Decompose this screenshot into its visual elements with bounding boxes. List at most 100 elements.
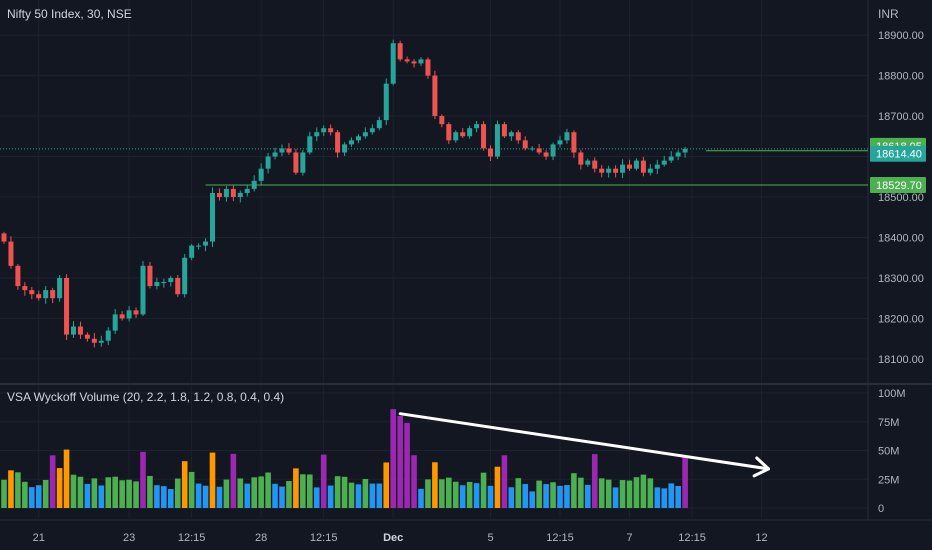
candle-body xyxy=(432,75,438,117)
candle xyxy=(216,188,222,201)
candle xyxy=(342,142,348,157)
candle xyxy=(307,131,313,155)
volume-bar xyxy=(258,476,264,508)
volume-bar xyxy=(480,472,487,508)
candle-body xyxy=(543,152,549,157)
price-tick-label: 18300.00 xyxy=(878,273,924,285)
price-label-box xyxy=(870,145,926,162)
candle xyxy=(668,151,674,163)
candle xyxy=(411,59,417,68)
volume-bar xyxy=(35,485,42,508)
volume-bar xyxy=(466,481,473,508)
candle-body xyxy=(71,326,76,335)
volume-bar xyxy=(91,478,98,508)
time-tick-label: 12:15 xyxy=(546,532,574,544)
indicator-title[interactable]: VSA Wyckoff Volume (20, 2.2, 1.8, 1.2, 0… xyxy=(7,390,285,404)
candle xyxy=(647,164,653,176)
candle xyxy=(675,150,681,161)
volume-bar xyxy=(446,477,452,508)
candle-body xyxy=(119,314,125,319)
candle-body xyxy=(237,192,243,198)
candle xyxy=(182,254,188,298)
candle xyxy=(460,128,466,139)
candles xyxy=(1,39,688,348)
candle-body xyxy=(557,140,563,145)
candle-body xyxy=(550,144,556,157)
volume-tick-label: 75M xyxy=(878,417,899,429)
volume-bar xyxy=(77,476,84,508)
volume-bar xyxy=(411,455,417,508)
candle xyxy=(272,147,278,160)
volume-bar xyxy=(84,483,91,508)
volume-bar xyxy=(418,488,424,508)
candle-body xyxy=(578,152,584,165)
volume-bar xyxy=(174,478,181,508)
candle xyxy=(210,187,215,247)
candle xyxy=(606,165,612,178)
candle-body xyxy=(536,148,542,153)
volume-bar xyxy=(376,483,383,508)
trend-arrow-line xyxy=(398,412,770,471)
candle-body xyxy=(620,164,626,173)
volume-bar xyxy=(15,472,21,508)
candle xyxy=(571,130,577,158)
volume-bar xyxy=(654,487,661,508)
volume-bar xyxy=(147,475,153,508)
candle-body xyxy=(460,132,466,137)
candle xyxy=(1,231,7,244)
candle xyxy=(362,127,368,139)
candle xyxy=(640,156,646,177)
candle xyxy=(522,136,528,151)
candle xyxy=(133,307,139,319)
candle xyxy=(154,277,160,290)
candle xyxy=(161,278,167,288)
candle xyxy=(349,137,354,147)
volume-bar xyxy=(70,474,77,508)
candle-body xyxy=(397,43,403,60)
volume-bar xyxy=(327,485,334,508)
candle-body xyxy=(383,83,389,121)
volume-bar xyxy=(675,485,681,508)
candle-body xyxy=(474,124,480,129)
volume-bar xyxy=(404,422,410,508)
volume-bar xyxy=(22,481,28,508)
volume-bar xyxy=(119,480,125,508)
candle xyxy=(383,78,389,126)
volume-bar xyxy=(112,476,118,508)
time-tick-label: 28 xyxy=(255,532,267,544)
candle-body xyxy=(196,245,202,247)
candle xyxy=(223,186,229,202)
candle xyxy=(105,327,111,346)
candle-body xyxy=(29,290,35,295)
candle-body xyxy=(265,156,271,169)
volume-bar xyxy=(188,471,195,508)
volume-bar xyxy=(202,485,209,508)
volume-bar xyxy=(529,491,535,508)
volume-bar xyxy=(209,452,216,508)
candle-body xyxy=(112,314,118,331)
symbol-title[interactable]: Nifty 50 Index, 30, NSE xyxy=(7,7,132,21)
candle xyxy=(265,153,271,174)
candle xyxy=(613,165,619,178)
candle xyxy=(22,282,28,296)
volume-bar xyxy=(647,478,654,508)
candle-body xyxy=(272,152,278,157)
candle xyxy=(258,163,264,186)
volume-tick-label: 50M xyxy=(878,446,899,458)
candle xyxy=(501,121,507,139)
candle xyxy=(536,144,542,155)
volume-bar xyxy=(612,487,619,508)
candle xyxy=(140,261,146,317)
volume-bar xyxy=(126,479,132,508)
volume-bar xyxy=(244,483,251,508)
candle xyxy=(168,275,174,287)
candle-body xyxy=(1,233,7,242)
candle-body xyxy=(592,160,598,169)
volume-bar xyxy=(605,479,612,508)
candle xyxy=(8,236,14,269)
candle-body xyxy=(43,290,49,299)
candle xyxy=(119,311,125,321)
candle-body xyxy=(355,136,361,141)
